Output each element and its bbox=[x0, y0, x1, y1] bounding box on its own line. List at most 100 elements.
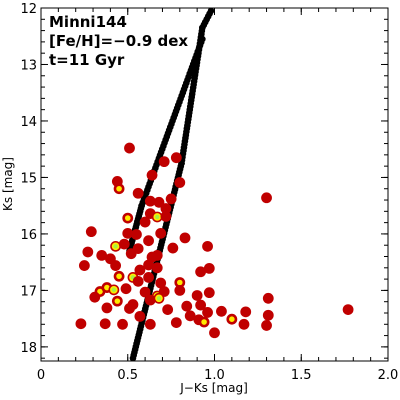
star-point bbox=[203, 287, 215, 299]
star-point bbox=[202, 240, 213, 252]
star-point bbox=[191, 290, 203, 301]
star-point bbox=[96, 249, 108, 261]
star-point bbox=[216, 305, 227, 317]
star-point bbox=[203, 262, 215, 274]
stars bbox=[75, 142, 354, 339]
star-point bbox=[170, 152, 182, 164]
star-point bbox=[124, 303, 135, 314]
star-point bbox=[262, 309, 274, 321]
star-point bbox=[174, 177, 186, 188]
star-point bbox=[110, 260, 122, 271]
star-point bbox=[99, 318, 111, 330]
y-tick-label: 14 bbox=[20, 115, 37, 130]
star-point bbox=[195, 299, 207, 311]
star-point bbox=[89, 291, 101, 303]
annotation-cluster-name: Minni144 bbox=[49, 13, 127, 31]
star-point bbox=[261, 192, 272, 204]
star-point bbox=[209, 327, 220, 339]
x-tick-label: 0.5 bbox=[117, 368, 138, 383]
star-point bbox=[184, 310, 196, 322]
x-axis-title: J−Ks [mag] bbox=[179, 381, 248, 395]
y-tick-label: 15 bbox=[20, 171, 37, 186]
star-point bbox=[143, 272, 154, 283]
star-point bbox=[174, 285, 186, 296]
isochrone bbox=[126, 7, 215, 362]
star-point bbox=[134, 310, 146, 322]
star-point bbox=[155, 277, 167, 289]
star-point bbox=[202, 307, 213, 318]
star-point bbox=[262, 292, 274, 304]
star-point bbox=[151, 211, 163, 223]
star-point bbox=[132, 275, 144, 287]
x-tick-labels: 0 0.5 1.0 1.5 2.0 bbox=[37, 368, 398, 383]
y-tick-labels: 12 13 14 15 16 17 18 bbox=[20, 2, 37, 356]
star-point bbox=[240, 306, 252, 318]
star-point bbox=[155, 227, 167, 239]
star-point bbox=[198, 316, 210, 328]
annotation-age: t=11 Gyr bbox=[49, 51, 125, 69]
y-tick-label: 13 bbox=[20, 58, 37, 73]
star-point bbox=[143, 259, 154, 271]
star-point bbox=[117, 318, 128, 330]
y-tick-label: 12 bbox=[20, 2, 37, 17]
star-point bbox=[144, 318, 156, 330]
star-point bbox=[261, 320, 272, 331]
star-point bbox=[162, 304, 174, 315]
star-point bbox=[153, 196, 165, 208]
star-point bbox=[122, 227, 134, 239]
star-point bbox=[151, 249, 163, 261]
star-point bbox=[144, 294, 156, 306]
star-point bbox=[78, 260, 90, 271]
star-point bbox=[85, 226, 97, 238]
star-point bbox=[181, 300, 193, 312]
isochrone-point bbox=[199, 35, 206, 43]
star-point bbox=[118, 238, 130, 250]
annotation-metallicity: [Fe/H]=−0.9 dex bbox=[49, 32, 188, 50]
star-point bbox=[144, 195, 156, 207]
star-point bbox=[134, 264, 146, 276]
star-point bbox=[153, 292, 165, 304]
x-tick-label: 1.0 bbox=[204, 368, 225, 383]
star-point bbox=[139, 216, 151, 228]
axis-ticks bbox=[40, 7, 389, 361]
y-tick-label: 16 bbox=[20, 228, 37, 243]
star-point bbox=[108, 284, 120, 296]
x-tick-label: 2.0 bbox=[378, 368, 399, 383]
star-point bbox=[143, 235, 154, 247]
y-tick-label: 17 bbox=[20, 284, 37, 299]
isochrone-point bbox=[207, 7, 215, 15]
star-point bbox=[179, 232, 191, 244]
star-point bbox=[165, 193, 177, 205]
star-point bbox=[342, 304, 354, 315]
y-tick-label: 18 bbox=[20, 341, 37, 356]
star-point bbox=[125, 248, 137, 260]
star-point bbox=[124, 142, 135, 154]
star-point bbox=[131, 229, 142, 240]
x-tick-label: 1.5 bbox=[291, 368, 312, 383]
star-point bbox=[120, 283, 132, 295]
star-point bbox=[110, 240, 122, 252]
star-point bbox=[122, 212, 134, 224]
star-point bbox=[158, 156, 170, 168]
star-point bbox=[174, 277, 186, 288]
star-point bbox=[82, 246, 94, 258]
star-point bbox=[132, 187, 144, 199]
star-point bbox=[113, 183, 125, 195]
y-axis-title: Ks [mag] bbox=[1, 157, 15, 211]
star-point bbox=[238, 318, 250, 330]
star-point bbox=[111, 295, 123, 307]
star-point bbox=[75, 318, 87, 330]
star-point bbox=[139, 286, 151, 298]
star-point bbox=[226, 313, 238, 325]
star-point bbox=[113, 270, 125, 282]
star-point bbox=[146, 169, 158, 181]
star-point bbox=[195, 266, 207, 278]
star-point bbox=[101, 302, 113, 314]
star-point bbox=[151, 262, 163, 274]
star-point bbox=[160, 203, 172, 214]
x-tick-label: 0 bbox=[37, 368, 45, 383]
star-point bbox=[167, 242, 179, 254]
star-point bbox=[170, 317, 182, 328]
